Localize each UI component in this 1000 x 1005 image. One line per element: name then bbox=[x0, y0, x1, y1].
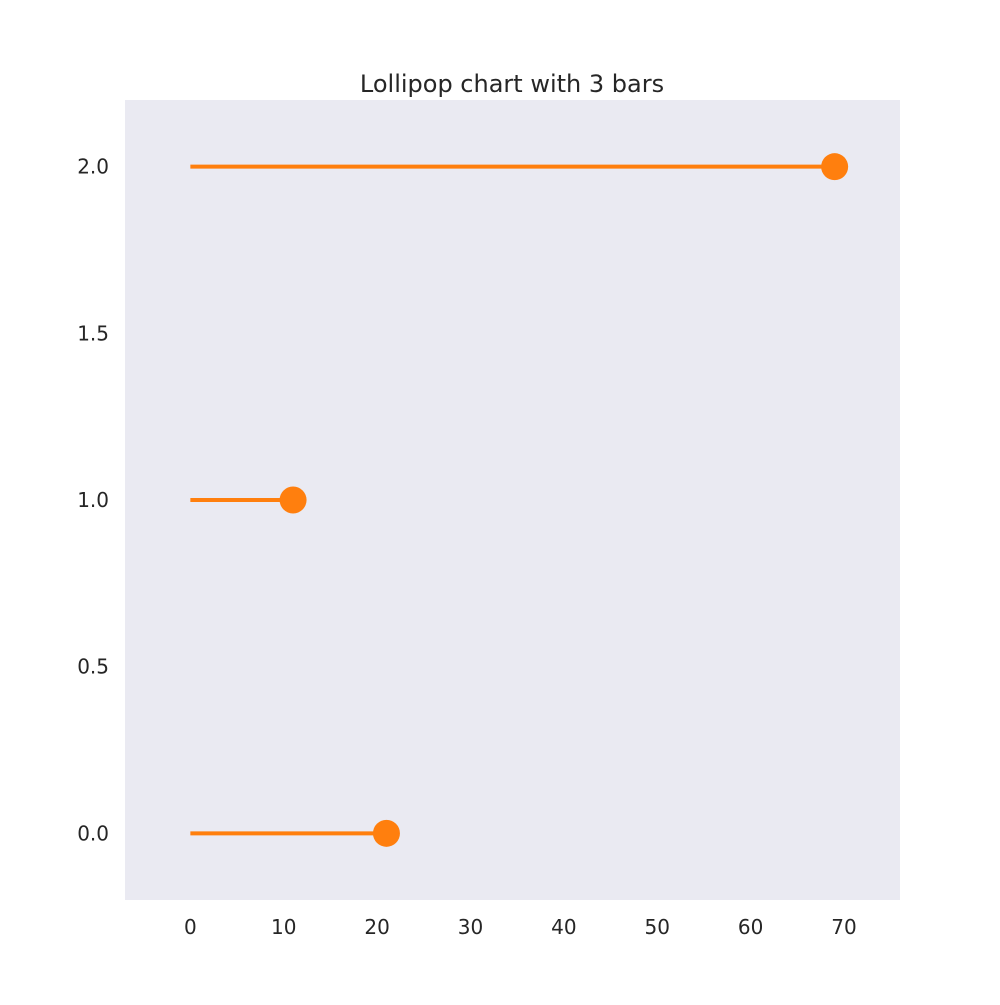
lollipop-marker bbox=[372, 819, 400, 847]
y-tick-label: 1.0 bbox=[77, 488, 109, 512]
x-axis: 0 10 20 30 40 50 60 70 bbox=[184, 915, 857, 939]
lollipop-marker bbox=[279, 486, 307, 514]
x-tick-label: 0 bbox=[184, 915, 197, 939]
x-tick-label: 70 bbox=[831, 915, 856, 939]
chart-title: Lollipop chart with 3 bars bbox=[360, 70, 664, 98]
x-tick-label: 10 bbox=[271, 915, 296, 939]
y-tick-label: 0.0 bbox=[77, 821, 109, 845]
x-tick-label: 40 bbox=[551, 915, 576, 939]
lollipop-marker bbox=[821, 153, 849, 181]
x-tick-label: 20 bbox=[364, 915, 389, 939]
y-axis: 0.0 0.5 1.0 1.5 2.0 bbox=[77, 155, 109, 846]
lollipop-stems bbox=[190, 164, 835, 836]
lollipop-markers bbox=[279, 153, 849, 847]
y-tick-label: 1.5 bbox=[77, 321, 109, 345]
x-tick-label: 50 bbox=[645, 915, 670, 939]
x-tick-label: 60 bbox=[738, 915, 763, 939]
y-tick-label: 2.0 bbox=[77, 155, 109, 179]
y-tick-label: 0.5 bbox=[77, 655, 109, 679]
x-tick-label: 30 bbox=[458, 915, 483, 939]
